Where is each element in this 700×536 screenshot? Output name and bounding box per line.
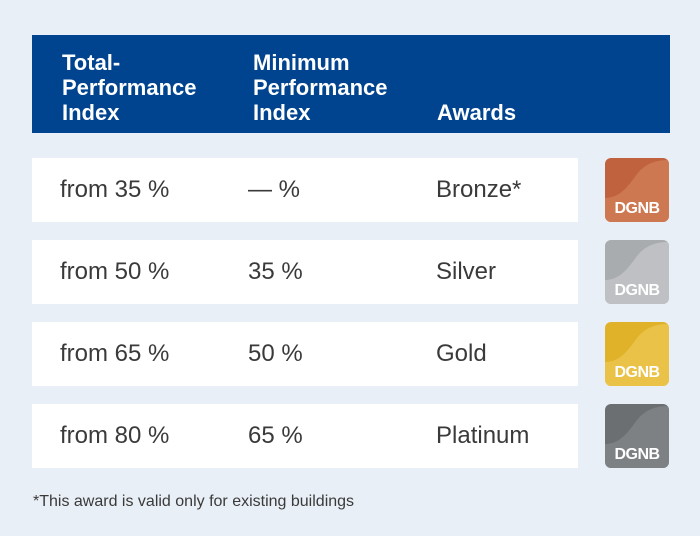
footnote: *This award is valid only for existing b…	[33, 493, 355, 510]
header-line: Performance	[62, 75, 197, 100]
table-row: from 80 % 65 % Platinum	[32, 404, 578, 468]
platinum-badge-icon: DGNB	[605, 404, 669, 468]
header-line: Total-	[62, 50, 121, 75]
header-minimum-performance-index: Minimum Performance Index	[253, 50, 388, 125]
badge-label: DGNB	[614, 200, 660, 217]
award-cell: Gold	[436, 340, 487, 367]
header-line: Index	[62, 100, 120, 125]
table-row: from 35 % — % Bronze*	[32, 158, 578, 222]
total-index-cell: from 35 %	[60, 176, 170, 203]
header-awards: Awards	[437, 100, 516, 125]
table-row: from 65 % 50 % Gold	[32, 322, 578, 386]
bronze-badge-icon: DGNB	[605, 158, 669, 222]
badge-label: DGNB	[614, 446, 660, 463]
gold-badge-icon: DGNB	[605, 322, 669, 386]
header-line: Performance	[253, 75, 388, 100]
minimum-index-cell: — %	[248, 176, 301, 203]
total-index-cell: from 50 %	[60, 258, 170, 285]
minimum-index-cell: 65 %	[248, 422, 303, 449]
table-header: Total- Performance Index Minimum Perform…	[32, 35, 670, 133]
total-index-cell: from 80 %	[60, 422, 170, 449]
award-cell: Bronze*	[436, 176, 522, 203]
total-index-cell: from 65 %	[60, 340, 170, 367]
award-cell: Platinum	[436, 422, 530, 449]
header-total-performance-index: Total- Performance Index	[62, 50, 197, 125]
header-line: Minimum	[253, 50, 350, 75]
award-cell: Silver	[436, 258, 497, 285]
badge-label: DGNB	[614, 282, 660, 299]
silver-badge-icon: DGNB	[605, 240, 669, 304]
badge-label: DGNB	[614, 364, 660, 381]
table-row: from 50 % 35 % Silver	[32, 240, 578, 304]
header-line: Index	[253, 100, 311, 125]
header-line: Awards	[437, 100, 517, 125]
minimum-index-cell: 35 %	[248, 258, 303, 285]
minimum-index-cell: 50 %	[248, 340, 303, 367]
